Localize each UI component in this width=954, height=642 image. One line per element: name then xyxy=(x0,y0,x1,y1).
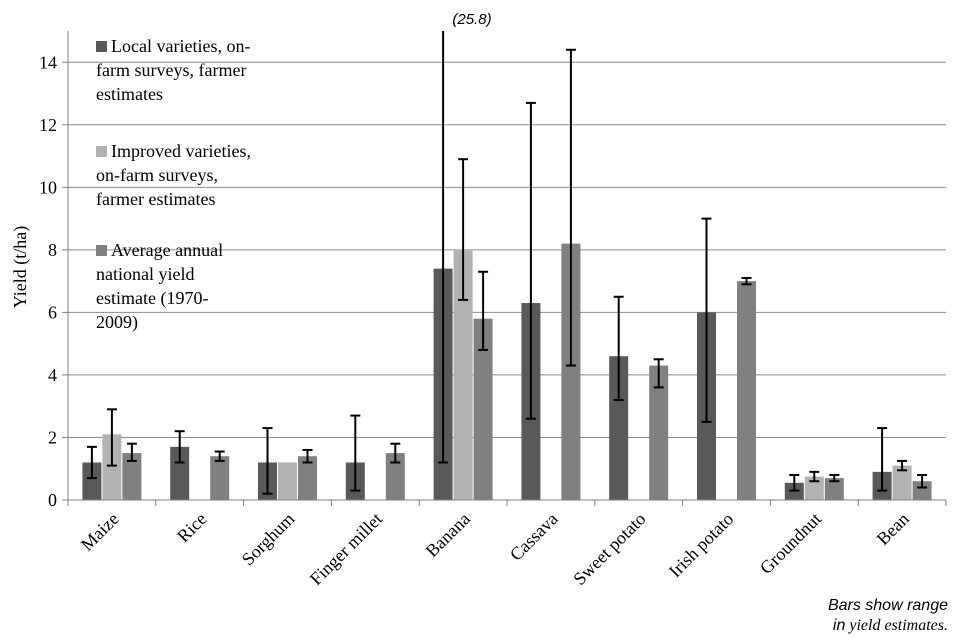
gridlines xyxy=(68,61,946,438)
bar-irish-potato-s3 xyxy=(737,281,756,500)
y-tick-label-2: 2 xyxy=(48,427,57,447)
x-tick-label-groundnut: Groundnut xyxy=(756,509,825,578)
range-note-line1: Bars show range xyxy=(827,597,948,614)
bar-bean-s3 xyxy=(912,481,932,500)
legend-label-2: Improved varieties, on-farm surveys, farme… xyxy=(96,141,251,209)
axes: 0 2 4 6 8 10 12 14 Maize Rice Sorghum Finger millet… xyxy=(39,31,947,589)
legend-label-2-line-3: farmer estimates xyxy=(96,189,215,209)
x-tick-label-bean: Bean xyxy=(873,509,913,549)
bar-rice-s3 xyxy=(210,456,230,500)
bar-maize-s1 xyxy=(82,462,102,500)
legend-swatch-2 xyxy=(96,146,107,157)
legend-label-3-line-4: 2009) xyxy=(96,312,138,333)
legend-item-1: Local varieties, on-farm surveys, farmer… xyxy=(96,36,250,104)
legend-item-3: Average annual national yield estimate (19… xyxy=(96,240,223,333)
y-tick-label-12: 12 xyxy=(39,115,57,135)
legend-label-3: Average annual national yield estimate (19… xyxy=(96,240,223,333)
range-note-in: in xyxy=(832,617,846,634)
error-bars-layer xyxy=(86,31,928,495)
legend-label-2-line-2: on-farm surveys, xyxy=(96,165,218,185)
x-tick-label-sorghum: Sorghum xyxy=(238,509,299,570)
bar-sweet-potato-s1 xyxy=(609,356,629,500)
legend-label-3-line-3: estimate (1970- xyxy=(96,288,208,309)
x-tick-label-irish-potato: Irish potato xyxy=(665,509,737,581)
y-tick-label-14: 14 xyxy=(39,52,57,72)
x-tick-label-rice: Rice xyxy=(173,509,210,546)
bars-layer xyxy=(82,243,932,500)
y-axis-label: Yield (t/ha) xyxy=(10,226,31,308)
y-tick-label-4: 4 xyxy=(48,365,57,385)
legend-label-3-line-2: national yield xyxy=(96,264,194,284)
legend: Local varieties, on-farm surveys, farmer… xyxy=(96,36,251,333)
bar-banana-s3 xyxy=(473,318,493,500)
bar-maize-s2 xyxy=(102,434,122,500)
x-tick-label-banana: Banana xyxy=(422,509,474,561)
y-tick-label-0: 0 xyxy=(48,490,57,510)
x-tick-label-finger-millet: Finger millet xyxy=(306,509,386,589)
offscale-annotation: (25.8) xyxy=(452,11,491,28)
legend-label-1-line-3: estimates xyxy=(96,84,163,104)
bar-rice-s1 xyxy=(170,446,190,500)
range-note-rest: yield estimates. xyxy=(849,617,948,634)
y-tick-label-8: 8 xyxy=(48,240,57,260)
range-note: Bars show range in yield estimates. xyxy=(768,596,948,636)
bar-cassava-s3 xyxy=(561,243,581,500)
bar-bean-s2 xyxy=(892,465,912,500)
x-tick-label-maize: Maize xyxy=(77,509,123,555)
bar-sorghum-s3 xyxy=(298,456,317,500)
bar-sweet-potato-s3 xyxy=(649,365,669,500)
legend-label-1-line-1: Local varieties, on- xyxy=(111,36,250,56)
x-tick-label-cassava: Cassava xyxy=(506,509,562,565)
legend-label-1-line-2: farm surveys, farmer xyxy=(96,60,246,80)
bar-groundnut-s3 xyxy=(824,478,844,500)
y-tick-label-6: 6 xyxy=(48,302,57,322)
legend-item-2: Improved varieties, on-farm surveys, farme… xyxy=(96,141,251,209)
legend-swatch-1 xyxy=(96,41,107,52)
bar-sorghum-s2 xyxy=(278,462,297,500)
x-tick-label-sweet-potato: Sweet potato xyxy=(569,509,649,589)
range-note-line2: in yield estimates. xyxy=(768,616,948,636)
bar-finger-millet-s3 xyxy=(385,453,405,500)
legend-label-1: Local varieties, on-farm surveys, farmer… xyxy=(96,36,250,104)
legend-swatch-3 xyxy=(96,245,107,256)
bar-maize-s3 xyxy=(122,453,142,500)
y-tick-label-10: 10 xyxy=(39,177,57,197)
bar-banana-s2 xyxy=(453,249,473,500)
bar-groundnut-s2 xyxy=(804,476,824,500)
legend-label-2-line-1: Improved varieties, xyxy=(111,141,251,161)
legend-label-3-line-1: Average annual xyxy=(111,240,223,260)
